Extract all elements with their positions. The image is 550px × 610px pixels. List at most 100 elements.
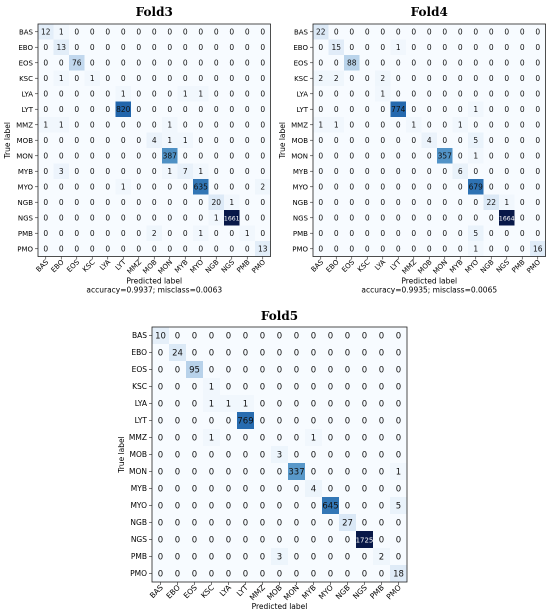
cell-value-label: 0	[245, 27, 250, 36]
cell-value-label: 0	[167, 58, 172, 67]
heatmap-cell	[288, 497, 306, 515]
heatmap-cell	[356, 412, 374, 430]
cell-value-label: 0	[175, 485, 180, 495]
heatmap-cell	[224, 241, 240, 257]
cell-value-label: 0	[192, 451, 197, 461]
heatmap-cell	[220, 446, 238, 464]
heatmap-cell	[186, 412, 204, 430]
cell-value-label: 0	[152, 74, 157, 83]
heatmap-cell	[468, 163, 484, 180]
heatmap-cell	[177, 132, 194, 149]
cell-value-label: 0	[90, 58, 95, 67]
heatmap-cell	[483, 101, 500, 118]
cell-value-label: 0	[294, 417, 299, 427]
heatmap-cell	[177, 55, 194, 71]
heatmap-cell	[356, 378, 374, 396]
heatmap-cell	[468, 70, 484, 87]
heatmap-cell	[305, 565, 323, 583]
heatmap-cell	[288, 565, 306, 583]
heatmap-cell	[239, 225, 256, 242]
heatmap-cell	[203, 361, 221, 379]
heatmap-cell	[239, 148, 256, 164]
heatmap-cell	[328, 194, 345, 211]
heatmap-cell	[359, 163, 376, 180]
cell-value-label: 0	[245, 89, 250, 98]
heatmap-cell	[84, 86, 101, 102]
cell-value-label: 0	[328, 332, 333, 342]
heatmap-cell	[390, 395, 408, 413]
cell-value-label: 0	[260, 553, 265, 563]
cell-value-label: 0	[380, 151, 385, 160]
heatmap-cell	[84, 148, 101, 164]
heatmap-cell	[255, 70, 271, 87]
heatmap-cell	[356, 327, 374, 345]
heatmap-cell	[100, 24, 116, 40]
heatmap-cell	[186, 463, 204, 481]
heatmap-cell	[375, 132, 391, 149]
cell-value-label: 0	[380, 167, 385, 176]
heatmap-cell	[499, 86, 515, 102]
x-tick-label: NGS	[495, 258, 512, 275]
heatmap-cell	[271, 514, 289, 532]
cell-value-label: 0	[458, 58, 463, 67]
heatmap-cell	[224, 225, 240, 242]
cell-value-label: 0	[243, 570, 248, 580]
heatmap-cell	[499, 132, 515, 149]
cell-value-label: 1	[59, 120, 64, 129]
heatmap-cell	[313, 210, 329, 226]
y-tick-label: MON	[291, 152, 308, 160]
heatmap-cell	[237, 344, 255, 362]
cell-value-label: 0	[520, 89, 525, 98]
cell-value-label: 1661	[224, 215, 240, 222]
heatmap-cell	[69, 210, 85, 226]
heatmap-cell	[328, 241, 345, 257]
cell-value-label: 0	[473, 74, 478, 83]
heatmap-cell	[499, 101, 515, 118]
heatmap-cell	[254, 344, 272, 362]
heatmap-cell	[359, 210, 376, 226]
cell-value-label: 0	[192, 332, 197, 342]
heatmap-cell	[208, 70, 225, 87]
heatmap-cell	[146, 70, 163, 87]
cell-value-label: 0	[349, 198, 354, 207]
heatmap-cell	[322, 531, 340, 549]
heatmap-cell	[255, 86, 271, 102]
heatmap-cell	[84, 39, 101, 56]
cell-value-label: 0	[198, 198, 203, 207]
heatmap-cell	[305, 344, 323, 362]
heatmap-cell	[38, 210, 54, 226]
heatmap-cell	[288, 344, 306, 362]
cell-value-label: 337	[288, 468, 304, 478]
cell-value-label: 0	[198, 151, 203, 160]
cell-value-label: 0	[74, 74, 79, 83]
x-tick-label: MOB	[265, 583, 284, 602]
heatmap-cell	[186, 497, 204, 515]
heatmap-cell	[359, 55, 376, 71]
heatmap-cell	[483, 194, 500, 211]
cell-value-label: 0	[396, 58, 401, 67]
cell-value-label: 1	[198, 167, 203, 176]
heatmap-cell	[239, 86, 256, 102]
y-tick-label: KSC	[132, 382, 147, 391]
cell-value-label: 0	[198, 136, 203, 145]
cell-value-label: 0	[277, 536, 282, 546]
y-tick-label: NGB	[130, 518, 147, 527]
cell-value-label: 0	[349, 151, 354, 160]
heatmap-cell	[468, 179, 484, 195]
y-tick-label: EOS	[294, 59, 309, 67]
cell-value-label: 22	[316, 27, 326, 36]
cell-value-label: 0	[105, 27, 110, 36]
cell-value-label: 0	[192, 519, 197, 529]
y-tick-label: PMO	[292, 245, 308, 253]
cell-value-label: 0	[380, 136, 385, 145]
cell-value-label: 0	[136, 151, 141, 160]
y-tick-label: NGS	[293, 214, 309, 222]
heatmap-cell	[53, 55, 70, 71]
cell-value-label: 0	[277, 570, 282, 580]
cell-value-label: 0	[396, 120, 401, 129]
cell-value-label: 1	[214, 213, 219, 222]
cell-value-label: 0	[214, 43, 219, 52]
cell-value-label: 0	[379, 383, 384, 393]
cell-value-label: 0	[209, 468, 214, 478]
cell-value-label: 0	[260, 151, 265, 160]
